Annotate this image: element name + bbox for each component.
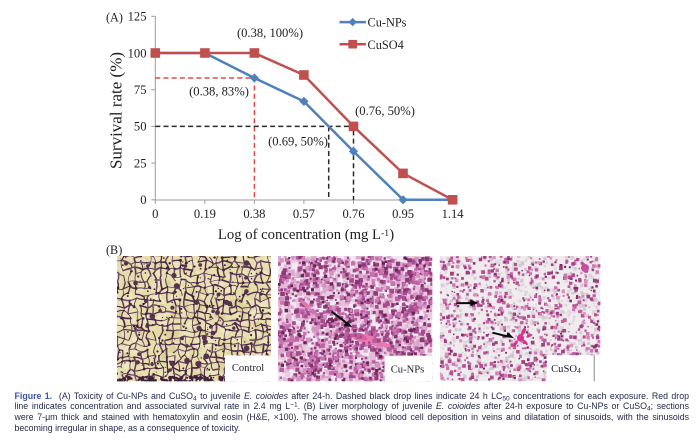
svg-text:(0.69, 50%): (0.69, 50%) bbox=[268, 134, 328, 148]
svg-text:CuSO4: CuSO4 bbox=[368, 38, 404, 52]
svg-text:Log of concentration (mg L-1): Log of concentration (mg L-1) bbox=[218, 227, 394, 243]
svg-text:0: 0 bbox=[152, 207, 158, 221]
svg-text:0: 0 bbox=[140, 193, 146, 207]
svg-text:CuSO4: CuSO4 bbox=[551, 364, 581, 375]
svg-text:50: 50 bbox=[134, 120, 147, 134]
svg-text:1.14: 1.14 bbox=[442, 207, 465, 221]
svg-text:(A): (A) bbox=[106, 11, 123, 25]
svg-text:Cu-NPs: Cu-NPs bbox=[391, 365, 425, 376]
svg-text:0.76: 0.76 bbox=[342, 207, 364, 221]
svg-text:0.19: 0.19 bbox=[194, 207, 216, 221]
svg-text:125: 125 bbox=[128, 10, 147, 24]
svg-text:75: 75 bbox=[134, 83, 147, 97]
svg-text:0.95: 0.95 bbox=[392, 207, 414, 221]
svg-text:Cu-NPs: Cu-NPs bbox=[368, 16, 407, 30]
svg-text:25: 25 bbox=[134, 156, 147, 170]
svg-text:(B): (B) bbox=[106, 243, 122, 257]
svg-text:Control: Control bbox=[232, 363, 264, 374]
svg-text:(0.76, 50%): (0.76, 50%) bbox=[355, 104, 415, 118]
svg-text:0.57: 0.57 bbox=[293, 207, 315, 221]
svg-text:(0.38, 100%): (0.38, 100%) bbox=[237, 26, 303, 40]
svg-text:0.38: 0.38 bbox=[243, 207, 265, 221]
svg-text:(0.38, 83%): (0.38, 83%) bbox=[189, 84, 249, 98]
svg-text:100: 100 bbox=[128, 46, 147, 60]
svg-text:Survival rate (%): Survival rate (%) bbox=[107, 52, 126, 169]
